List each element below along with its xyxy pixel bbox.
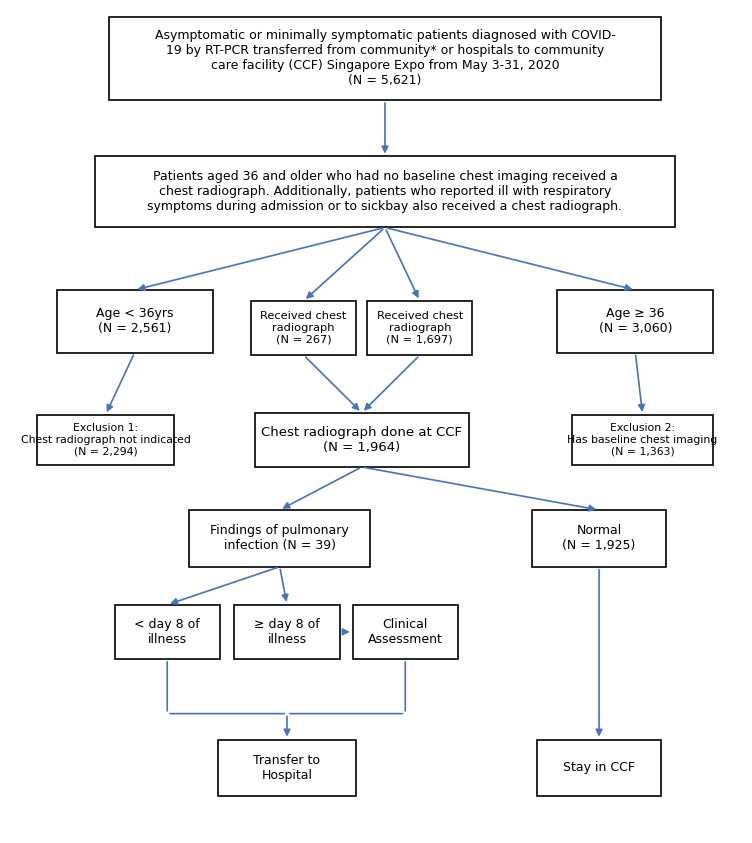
Text: Asymptomatic or minimally symptomatic patients diagnosed with COVID-
19 by RT-PC: Asymptomatic or minimally symptomatic pa… (154, 30, 615, 88)
Text: Age < 36yrs
(N = 2,561): Age < 36yrs (N = 2,561) (96, 308, 173, 336)
FancyBboxPatch shape (114, 604, 220, 659)
FancyBboxPatch shape (557, 290, 714, 352)
Text: ≥ day 8 of
illness: ≥ day 8 of illness (254, 618, 320, 646)
Text: Age ≥ 36
(N = 3,060): Age ≥ 36 (N = 3,060) (599, 308, 672, 336)
FancyBboxPatch shape (218, 739, 356, 797)
Text: Chest radiograph done at CCF
(N = 1,964): Chest radiograph done at CCF (N = 1,964) (261, 426, 462, 454)
Text: Received chest
radiograph
(N = 1,697): Received chest radiograph (N = 1,697) (377, 311, 463, 345)
FancyBboxPatch shape (367, 301, 472, 355)
FancyBboxPatch shape (251, 301, 356, 355)
Text: Exclusion 1:
Chest radiograph not indicated
(N = 2,294): Exclusion 1: Chest radiograph not indica… (20, 423, 190, 456)
Text: Clinical
Assessment: Clinical Assessment (368, 618, 443, 646)
Text: Stay in CCF: Stay in CCF (563, 761, 635, 775)
Text: Received chest
radiograph
(N = 267): Received chest radiograph (N = 267) (260, 311, 347, 345)
FancyBboxPatch shape (95, 157, 675, 228)
FancyBboxPatch shape (572, 415, 714, 464)
FancyBboxPatch shape (353, 604, 458, 659)
FancyBboxPatch shape (37, 415, 174, 464)
Text: Transfer to
Hospital: Transfer to Hospital (253, 754, 320, 782)
FancyBboxPatch shape (109, 17, 661, 100)
FancyBboxPatch shape (235, 604, 340, 659)
Text: Findings of pulmonary
infection (N = 39): Findings of pulmonary infection (N = 39) (211, 524, 349, 552)
FancyBboxPatch shape (538, 739, 661, 797)
Text: < day 8 of
illness: < day 8 of illness (135, 618, 200, 646)
Text: Normal
(N = 1,925): Normal (N = 1,925) (562, 524, 635, 552)
FancyBboxPatch shape (255, 413, 468, 467)
FancyBboxPatch shape (189, 510, 371, 566)
FancyBboxPatch shape (56, 290, 213, 352)
Text: Exclusion 2:
Has baseline chest imaging
(N = 1,363): Exclusion 2: Has baseline chest imaging … (568, 423, 717, 456)
FancyBboxPatch shape (532, 510, 666, 566)
Text: Patients aged 36 and older who had no baseline chest imaging received a
chest ra: Patients aged 36 and older who had no ba… (147, 170, 623, 213)
